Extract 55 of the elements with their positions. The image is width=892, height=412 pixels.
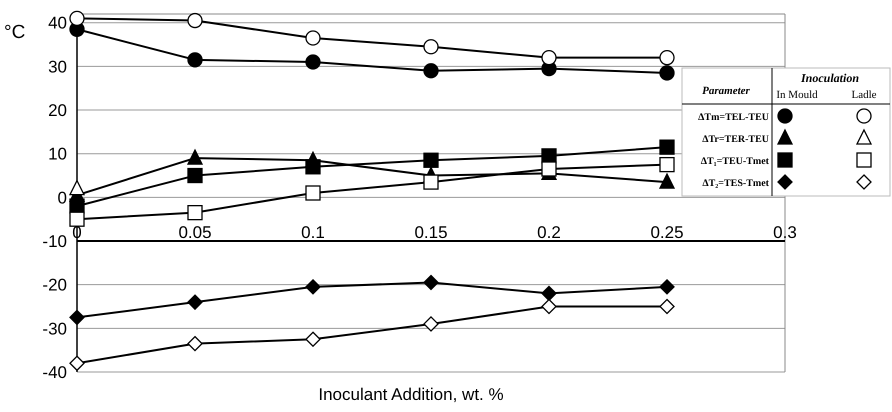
point xyxy=(541,161,557,177)
point xyxy=(305,30,321,46)
x-tick-label: 0.1 xyxy=(301,223,325,242)
legend-label: ΔTr=TER-TEU xyxy=(702,134,769,145)
y-tick-label: 10 xyxy=(48,144,67,164)
point xyxy=(541,50,557,66)
point xyxy=(69,356,85,371)
annotation: Parameter xyxy=(702,85,751,97)
point xyxy=(541,286,557,302)
annotation: In Mould xyxy=(776,89,818,101)
point xyxy=(69,10,85,26)
legend-label: ΔTm=TEL-TEU xyxy=(698,112,769,123)
point xyxy=(659,156,675,172)
point xyxy=(423,174,439,190)
y-tick-label: 0 xyxy=(58,188,67,208)
point xyxy=(305,279,321,295)
y-tick-label: -30 xyxy=(42,319,67,338)
point xyxy=(423,274,439,290)
point xyxy=(305,159,321,174)
point xyxy=(423,39,439,54)
point xyxy=(659,173,675,189)
point xyxy=(69,212,85,227)
point xyxy=(187,168,203,184)
y-tick-label: 30 xyxy=(48,57,67,76)
point xyxy=(69,180,85,196)
point xyxy=(423,152,439,168)
x-tick-label: 0.25 xyxy=(650,223,684,242)
y-tick-label: -40 xyxy=(42,363,67,382)
y-axis-title: °C xyxy=(4,22,26,43)
x-axis-title: Inoculant Addition, wt. % xyxy=(318,385,504,404)
point xyxy=(423,63,439,78)
y-tick-label: -20 xyxy=(42,276,67,295)
point xyxy=(305,332,321,347)
legend-label: ΔT₂=TES-Tmet xyxy=(702,178,770,189)
point xyxy=(305,54,321,70)
point xyxy=(187,12,203,28)
y-tick-label: -10 xyxy=(42,232,67,252)
point xyxy=(659,140,675,155)
point xyxy=(69,310,85,326)
point xyxy=(187,149,203,165)
point xyxy=(659,65,675,81)
x-tick-label: 0.3 xyxy=(773,223,797,242)
y-tick-label: 40 xyxy=(48,14,67,33)
point xyxy=(305,185,321,201)
x-tick-label: 0.15 xyxy=(414,223,448,242)
x-tick-label: 0.2 xyxy=(537,223,561,242)
point xyxy=(187,52,203,68)
y-tick-label: 20 xyxy=(48,101,67,120)
legend-title: Inoculation xyxy=(800,71,860,85)
x-tick-label: 0.05 xyxy=(178,223,212,242)
point xyxy=(187,294,203,310)
text: Ladle xyxy=(851,89,877,101)
point xyxy=(659,279,675,295)
legend-label: ΔT₁=TEU-Tmet xyxy=(700,156,770,167)
point xyxy=(187,204,203,220)
